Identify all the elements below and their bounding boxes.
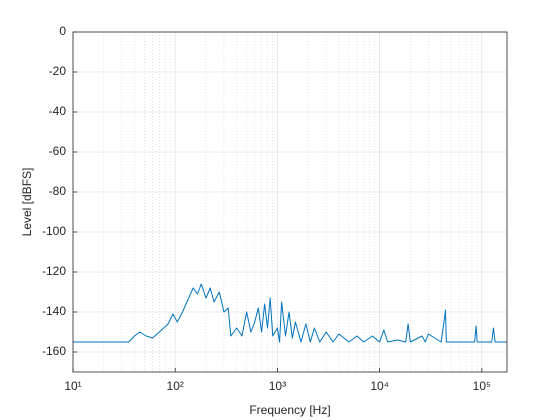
y-tick-label: -160: [42, 344, 66, 358]
x-axis-label: Frequency [Hz]: [249, 403, 330, 417]
y-tick-label: -140: [42, 304, 66, 318]
x-tick-label: 10³: [269, 379, 286, 393]
x-tick-label: 10⁵: [473, 379, 491, 393]
plot-area: [73, 32, 507, 372]
x-tick-label: 10²: [167, 379, 184, 393]
x-tick-label: 10¹: [64, 379, 81, 393]
x-tick-label: 10⁴: [370, 379, 389, 393]
axes-box: [72, 31, 508, 373]
y-tick-label: 0: [59, 24, 66, 38]
y-tick-label: -120: [42, 264, 66, 278]
y-tick-label: -80: [49, 184, 67, 198]
y-tick-label: -60: [49, 144, 67, 158]
y-tick-label: -20: [49, 64, 67, 78]
y-tick-label: -100: [42, 224, 66, 238]
y-axis-label: Level [dBFS]: [20, 168, 34, 237]
line-series: [73, 283, 507, 343]
y-tick-label: -40: [49, 104, 67, 118]
